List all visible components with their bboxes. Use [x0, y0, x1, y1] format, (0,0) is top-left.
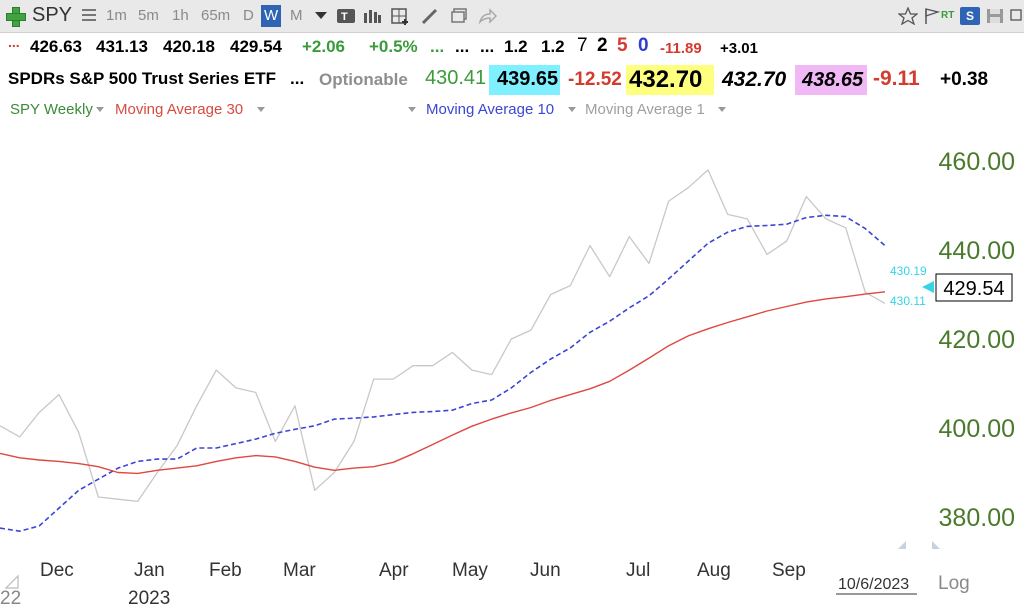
timeframe-65m[interactable]: 65m: [201, 7, 231, 24]
s-badge[interactable]: S: [960, 7, 980, 25]
menu-dots-icon[interactable]: [1006, 7, 1024, 25]
quote-dots-1: ...: [455, 37, 470, 56]
legend-ma10[interactable]: Moving Average 10: [426, 101, 555, 118]
quote-v7: -11.89: [660, 40, 702, 57]
y-tick-label: 460.00: [939, 148, 1015, 176]
x-tick-label: Dec: [40, 560, 74, 581]
bar-chart-icon[interactable]: [362, 7, 382, 25]
optionable-label: Optionable: [319, 70, 408, 89]
add-plus-icon[interactable]: [5, 6, 26, 27]
security-name: SPDRs S&P 500 Trust Series ETF: [8, 69, 277, 88]
price-green: 430.41: [425, 67, 487, 89]
scroll-left-icon[interactable]: [4, 574, 19, 589]
quote-dots-2: ...: [480, 37, 495, 56]
legend-ma10-caret-icon[interactable]: [568, 107, 576, 112]
legend-ma30[interactable]: Moving Average 30: [115, 101, 244, 118]
quote-dots-red: ...: [8, 34, 20, 50]
log-scale-toggle[interactable]: Log: [938, 573, 970, 594]
y-tick-label: 400.00: [939, 415, 1015, 443]
x-tick-label: Jun: [530, 560, 561, 581]
quote-v2: 1.2: [541, 37, 565, 56]
flag-icon[interactable]: [922, 7, 942, 25]
grid-plus-icon[interactable]: [390, 7, 410, 25]
x-tick-label: Mar: [283, 560, 316, 581]
ma-value-label: 430.19: [890, 264, 927, 278]
menu-lines-icon[interactable]: [82, 9, 96, 23]
share-arrow-icon[interactable]: [478, 7, 498, 25]
quote-high: 431.13: [96, 37, 148, 56]
rt-badge[interactable]: RT: [941, 10, 955, 21]
last-price-box: [935, 273, 1013, 302]
quote-v8: +3.01: [720, 40, 758, 57]
text-tool-icon[interactable]: T: [336, 7, 356, 25]
timeframe-1m[interactable]: 1m: [106, 7, 127, 24]
timeframe-w[interactable]: W: [261, 5, 282, 27]
x-tick-label: Jan: [134, 560, 165, 581]
x-tick-label: Feb: [209, 560, 242, 581]
symbol-label[interactable]: SPY: [32, 4, 73, 26]
legend-ma1[interactable]: Moving Average 1: [585, 101, 705, 118]
red-change-1: -12.52: [568, 69, 622, 90]
timeframe-d[interactable]: D: [243, 7, 254, 24]
x-tick-label: Sep: [772, 560, 806, 581]
quote-v6: 0: [638, 35, 649, 56]
quote-close: 429.54: [230, 37, 282, 56]
x-left-label: 22: [0, 588, 21, 609]
name-row: SPDRs S&P 500 Trust Series ETF ... Optio…: [0, 64, 1024, 98]
legend-row: SPY Weekly Moving Average 30 Moving Aver…: [0, 98, 1024, 122]
purple-value-box: 438.65: [795, 65, 867, 95]
timeframe-1h[interactable]: 1h: [172, 7, 189, 24]
quote-v1: 1.2: [504, 37, 528, 56]
quote-v4: 2: [597, 35, 608, 56]
resize-icon[interactable]: [898, 541, 906, 549]
quote-row: ... 426.63 431.13 420.18 429.54 +2.06 +0…: [0, 34, 1024, 62]
toolbar: SPY 1m 5m 1h 65m D W M T RT S: [0, 0, 1024, 33]
timeframe-dropdown-icon[interactable]: [315, 12, 327, 19]
star-icon[interactable]: [898, 7, 918, 25]
y-tick-label: 420.00: [939, 326, 1015, 354]
legend-spy-weekly[interactable]: SPY Weekly: [10, 101, 93, 118]
quote-change-pct: +0.5%: [369, 37, 418, 56]
ma-value-label: 430.11: [890, 294, 926, 308]
quote-dots-green: ...: [430, 37, 445, 56]
svg-text:T: T: [341, 11, 348, 23]
series-ma30-line: [0, 291, 886, 475]
series-ma10-line: [0, 214, 886, 533]
x-tick-label: May: [452, 560, 488, 581]
copy-window-icon[interactable]: [450, 7, 470, 25]
italic-value: 432.70: [722, 68, 787, 91]
quote-open: 426.63: [30, 37, 82, 56]
y-tick-label: 440.00: [939, 237, 1015, 265]
pencil-icon[interactable]: [420, 7, 440, 25]
date-label: 10/6/2023: [838, 576, 909, 593]
timeframe-m[interactable]: M: [290, 7, 303, 24]
cyan-value-box: 439.65: [489, 65, 560, 95]
legend-extra-caret-icon[interactable]: [408, 107, 416, 112]
legend-spy-caret-icon[interactable]: [96, 107, 104, 112]
plus-value: +0.38: [940, 69, 989, 90]
quote-change: +2.06: [302, 37, 346, 56]
yellow-value-box: 432.70: [626, 65, 714, 95]
x-tick-label: Jul: [626, 560, 650, 581]
quote-v3: 7: [577, 35, 588, 56]
name-dots: ...: [290, 69, 305, 88]
x-tick-label: Aug: [697, 560, 731, 581]
last-price-label: 429.54: [943, 278, 1004, 300]
x-tick-label: Apr: [379, 560, 409, 581]
legend-ma1-caret-icon[interactable]: [718, 107, 726, 112]
red-change-2: -9.11: [873, 67, 920, 90]
series-ma1-line: [0, 169, 886, 503]
x-year-label: 2023: [128, 588, 170, 609]
price-marker-icon: [922, 281, 934, 293]
y-tick-label: 380.00: [939, 504, 1015, 532]
quote-low: 420.18: [163, 37, 215, 56]
save-icon[interactable]: [985, 7, 1005, 25]
resize-icon[interactable]: [932, 541, 940, 549]
legend-ma30-caret-icon[interactable]: [257, 107, 265, 112]
quote-v5: 5: [617, 35, 628, 56]
timeframe-5m[interactable]: 5m: [138, 7, 159, 24]
